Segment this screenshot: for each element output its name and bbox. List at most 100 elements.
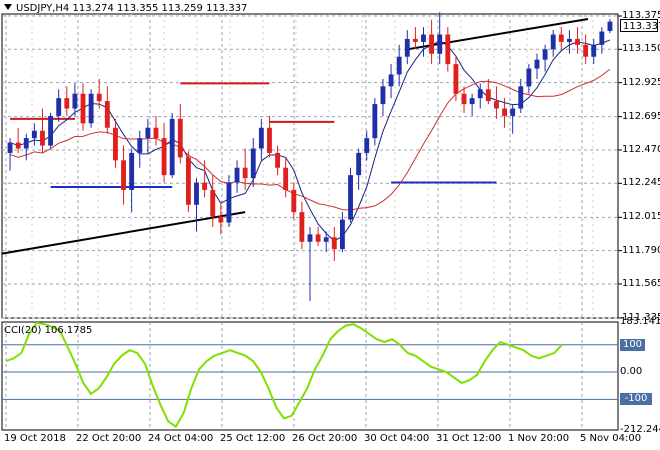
lower-trendline	[1, 211, 246, 255]
current-price-label: 113.337	[620, 19, 660, 32]
price-tick-label: 112.015	[622, 211, 660, 223]
bearish-candle	[161, 138, 167, 176]
time-tick-label: 26 Oct 20:00	[292, 433, 358, 444]
bearish-candle	[502, 108, 507, 116]
bullish-candle	[72, 93, 78, 109]
bullish-candle	[477, 89, 483, 99]
bearish-candle	[185, 157, 191, 205]
bullish-candle	[23, 138, 29, 149]
bullish-candle	[129, 152, 135, 190]
time-tick-label: 19 Oct 2018	[4, 433, 66, 444]
bullish-candle	[380, 86, 386, 105]
bearish-candle	[275, 152, 281, 168]
bullish-candle	[421, 34, 426, 42]
fast-moving-average-line	[9, 39, 611, 242]
time-tick-label: 1 Nov 20:00	[508, 433, 570, 444]
bullish-candle	[364, 138, 370, 153]
bullish-candle	[88, 93, 94, 124]
bullish-candle	[526, 68, 532, 87]
bearish-candle	[494, 101, 499, 109]
bearish-candle	[218, 216, 224, 223]
bullish-candle	[48, 115, 54, 146]
time-tick-label: 30 Oct 04:00	[364, 433, 430, 444]
bullish-candle	[356, 152, 362, 176]
bullish-candle	[437, 34, 443, 54]
bullish-candle	[469, 98, 475, 105]
slow-moving-average-line	[9, 68, 611, 211]
bearish-candle	[15, 142, 21, 149]
bearish-candle	[242, 167, 248, 179]
cci-tick-label: -100	[620, 393, 652, 406]
bullish-candle	[169, 118, 175, 176]
bearish-candle	[583, 44, 589, 57]
bearish-candle	[104, 101, 110, 128]
dropdown-triangle-icon	[4, 4, 12, 10]
bullish-candle	[307, 234, 313, 242]
bullish-candle	[510, 108, 516, 116]
bearish-candle	[113, 127, 118, 161]
time-tick-label: 25 Oct 12:00	[220, 433, 286, 444]
bearish-candle	[121, 160, 126, 190]
bullish-candle	[137, 138, 143, 153]
symbol-header: USDJPY,H4 113.274 113.355 113.259 113.33…	[4, 3, 247, 15]
bullish-candle	[372, 104, 378, 139]
bullish-candle	[534, 59, 540, 69]
cci-tick-label: 0.00	[620, 366, 643, 378]
bullish-candle	[234, 167, 240, 183]
bullish-candle	[323, 237, 329, 242]
bearish-candle	[202, 182, 208, 190]
bullish-candle	[226, 182, 232, 223]
cci-tick-label: -212.2445	[620, 424, 660, 435]
time-tick-label: 5 Nov 04:00	[580, 433, 642, 444]
bullish-candle	[404, 38, 410, 57]
bearish-candle	[445, 34, 451, 65]
bullish-candle	[518, 86, 524, 109]
bearish-candle	[461, 93, 467, 105]
bullish-candle	[599, 31, 605, 45]
bearish-candle	[453, 64, 459, 94]
price-tick-label: 111.335	[622, 312, 660, 323]
bearish-candle	[485, 89, 491, 102]
bearish-candle	[153, 127, 159, 139]
bearish-candle	[96, 93, 102, 102]
bearish-candle	[575, 38, 580, 45]
bullish-candle	[250, 148, 256, 179]
bullish-candle	[31, 130, 37, 139]
bearish-candle	[299, 212, 305, 242]
bullish-candle	[145, 127, 151, 139]
bullish-candle	[7, 142, 13, 153]
cci-panel-frame	[1, 321, 619, 431]
bearish-candle	[412, 38, 418, 42]
bearish-candle	[429, 34, 435, 54]
bullish-candle	[348, 175, 353, 220]
bearish-candle	[40, 130, 45, 146]
bearish-candle	[80, 93, 86, 124]
bullish-candle	[566, 38, 572, 42]
price-tick-label: 111.565	[622, 277, 660, 289]
bearish-candle	[210, 189, 216, 217]
price-tick-label: 111.790	[622, 244, 660, 256]
price-tick-label: 113.375	[622, 10, 660, 21]
bullish-candle	[339, 219, 345, 250]
price-tick-label: 113.150	[622, 43, 660, 55]
bullish-candle	[591, 44, 597, 57]
bearish-candle	[283, 167, 289, 190]
bullish-candle	[56, 98, 62, 116]
bullish-candle	[258, 127, 264, 149]
time-tick-label: 22 Oct 20:00	[76, 433, 142, 444]
price-tick-label: 112.925	[622, 76, 660, 88]
time-tick-label: 24 Oct 04:00	[148, 433, 214, 444]
bullish-candle	[550, 34, 556, 50]
symbol-ohlc-text: USDJPY,H4 113.274 113.355 113.259 113.33…	[16, 3, 248, 14]
bullish-candle	[607, 21, 613, 31]
cci-line	[5, 321, 563, 429]
bearish-candle	[64, 98, 70, 109]
bearish-candle	[315, 234, 321, 242]
time-tick-label: 31 Oct 12:00	[436, 433, 502, 444]
price-tick-label: 112.470	[622, 143, 660, 155]
bearish-candle	[177, 118, 183, 158]
bearish-candle	[291, 189, 297, 213]
bearish-candle	[331, 237, 337, 250]
